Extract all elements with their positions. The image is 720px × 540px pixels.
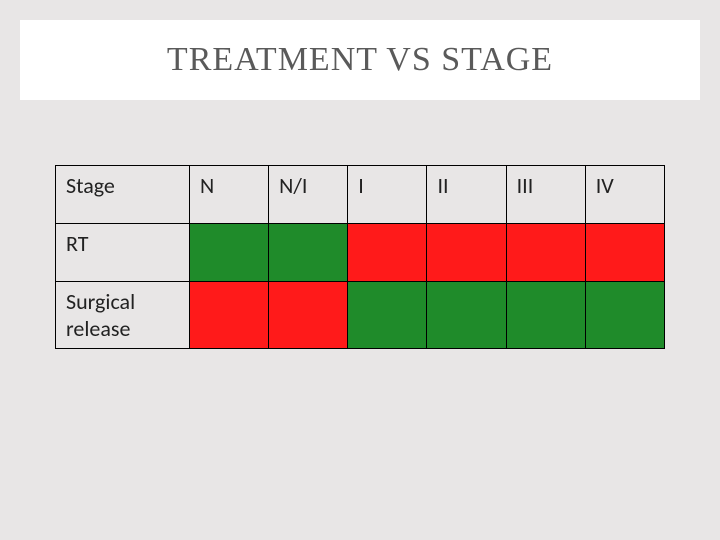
- row-header-label: Stage: [56, 166, 190, 224]
- treatment-label: RT: [56, 224, 190, 282]
- status-cell: [585, 282, 664, 349]
- page-title: TREATMENT VS STAGE: [167, 41, 553, 79]
- status-cell: [189, 224, 268, 282]
- stage-header: II: [427, 166, 506, 224]
- title-bar: TREATMENT VS STAGE: [20, 20, 700, 100]
- stage-header: N: [189, 166, 268, 224]
- table-header-row: Stage N N/I I II III IV: [56, 166, 665, 224]
- treatment-label: Surgical release: [56, 282, 190, 349]
- table-row: Surgical release: [56, 282, 665, 349]
- status-cell: [348, 282, 427, 349]
- stage-header: I: [348, 166, 427, 224]
- stage-header: IV: [585, 166, 664, 224]
- status-cell: [269, 224, 348, 282]
- status-cell: [427, 224, 506, 282]
- status-cell: [506, 224, 585, 282]
- status-cell: [585, 224, 664, 282]
- status-cell: [269, 282, 348, 349]
- stage-header: N/I: [269, 166, 348, 224]
- status-cell: [427, 282, 506, 349]
- stage-header: III: [506, 166, 585, 224]
- treatment-stage-table: Stage N N/I I II III IV RT Surgical rele…: [55, 165, 665, 349]
- status-cell: [189, 282, 268, 349]
- status-cell: [348, 224, 427, 282]
- table-row: RT: [56, 224, 665, 282]
- status-cell: [506, 282, 585, 349]
